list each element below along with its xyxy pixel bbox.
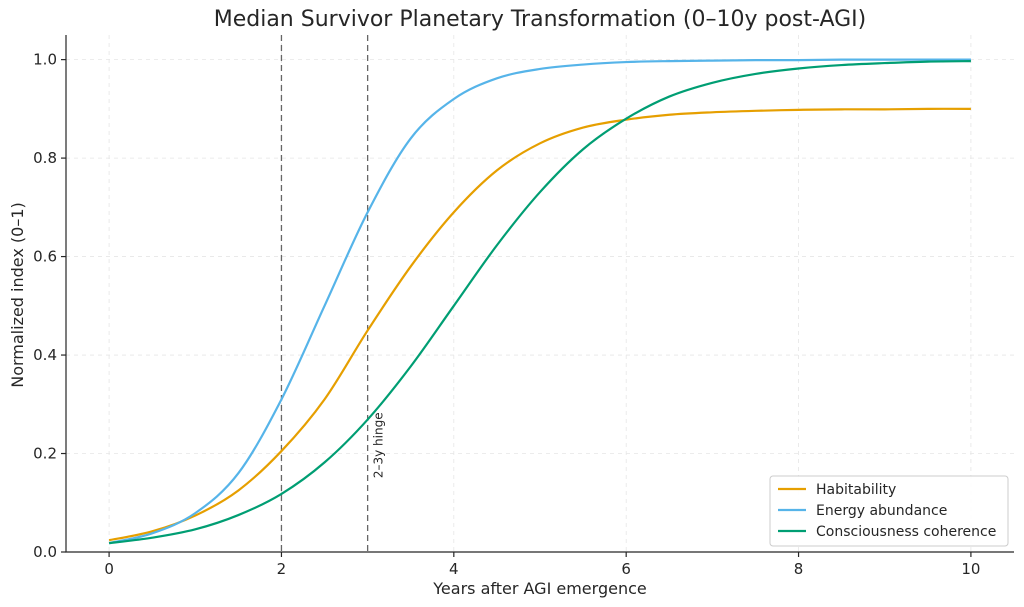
x-tick-label: 2 <box>277 560 287 578</box>
x-tick-label: 8 <box>794 560 804 578</box>
y-tick-label: 0.6 <box>33 248 57 266</box>
axis-spines <box>65 35 1014 553</box>
x-tick-label: 0 <box>104 560 114 578</box>
y-axis-label: Normalized index (0–1) <box>8 202 27 388</box>
y-tick-label: 0.4 <box>33 346 57 364</box>
legend-label-habitability: Habitability <box>816 482 896 498</box>
x-tick-label: 6 <box>621 560 631 578</box>
y-tick-label: 0.0 <box>33 543 57 561</box>
y-tick-label: 0.2 <box>33 445 57 463</box>
axes <box>61 35 1014 557</box>
series-line-habitability <box>108 107 971 542</box>
legend-frame <box>769 475 1009 547</box>
series-lines <box>108 58 971 545</box>
y-tick-label: 0.8 <box>33 149 57 167</box>
legend: Habitability Energy abundance Consciousnes… <box>769 475 1009 547</box>
x-tick-label: 10 <box>961 560 980 578</box>
legend-label-consciousness-coherence: Consciousness coherence <box>816 524 996 540</box>
tick-labels: 0 2 4 6 8 10 0.0 0.2 0.4 0.6 0.8 1.0 <box>33 51 980 578</box>
hinge-annotation: 2–3y hinge <box>371 412 385 478</box>
reference-lines <box>280 35 369 552</box>
legend-label-energy-abundance: Energy abundance <box>816 503 947 519</box>
series-line-consciousness-coherence <box>108 60 971 545</box>
y-tick-label: 1.0 <box>33 51 57 69</box>
grid-lines <box>66 35 1014 553</box>
chart-title: Median Survivor Planetary Transformation… <box>214 7 867 32</box>
x-tick-label: 4 <box>449 560 459 578</box>
series-line-energy-abundance <box>108 58 971 545</box>
x-axis-label: Years after AGI emergence <box>432 579 646 598</box>
